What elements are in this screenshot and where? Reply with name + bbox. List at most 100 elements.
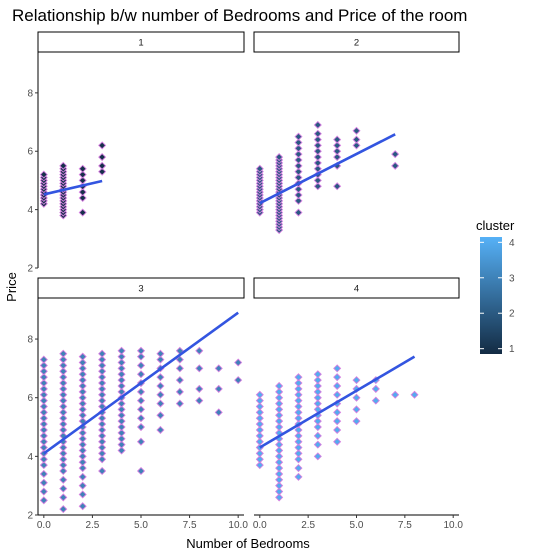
data-point — [255, 461, 264, 470]
data-point — [59, 475, 68, 484]
data-point — [234, 358, 243, 367]
data-point — [117, 434, 126, 443]
x-tick-label: 7.5 — [183, 520, 197, 531]
facets-layer: 1 2 4 6 8 2 3 2 4 6 8 0.0 2.5 5.0 7.5 10.0 4 0.0 2.5 5.0 7.5… — [27, 31, 463, 531]
data-point — [333, 153, 342, 162]
data-point — [78, 481, 87, 490]
data-point — [117, 387, 126, 396]
data-point — [136, 370, 146, 379]
data-point — [313, 153, 322, 162]
data-point — [117, 411, 126, 420]
data-point — [39, 455, 48, 464]
data-point — [78, 193, 87, 202]
data-point — [294, 437, 303, 446]
data-point — [78, 393, 87, 402]
trend-line — [259, 355, 416, 449]
data-point — [39, 384, 48, 393]
x-tick-label: 7.5 — [398, 520, 412, 531]
data-point — [255, 437, 264, 446]
data-point — [39, 437, 48, 446]
data-point — [175, 355, 184, 364]
data-point — [195, 384, 204, 393]
data-point — [333, 437, 342, 446]
data-point — [294, 161, 303, 170]
data-point — [78, 188, 87, 197]
data-point — [255, 414, 264, 423]
data-point — [39, 431, 48, 440]
data-point — [294, 132, 303, 141]
data-point — [98, 167, 107, 176]
data-point — [234, 376, 243, 385]
data-points — [255, 364, 419, 502]
data-point — [275, 399, 284, 408]
legend-tick-label: 2 — [509, 309, 515, 320]
data-point — [391, 161, 400, 170]
data-point — [156, 381, 165, 391]
data-point — [352, 126, 361, 135]
data-point — [255, 408, 264, 417]
facet-strip — [253, 277, 460, 299]
data-point — [117, 352, 126, 361]
facet-strip-label: 3 — [138, 284, 143, 295]
data-point — [255, 455, 264, 464]
data-point — [255, 449, 264, 458]
data-point — [98, 437, 107, 446]
data-point — [98, 384, 107, 393]
data-point — [333, 147, 342, 156]
trend-line — [259, 133, 396, 205]
data-point — [313, 135, 322, 144]
data-point — [352, 376, 361, 385]
data-point — [59, 379, 68, 388]
data-point — [333, 364, 342, 373]
data-point — [39, 461, 48, 470]
data-point — [156, 355, 165, 364]
data-point — [136, 422, 146, 432]
data-point — [39, 420, 48, 429]
data-point — [313, 387, 322, 396]
data-point — [352, 135, 361, 144]
data-point — [333, 390, 342, 399]
data-point — [78, 376, 87, 385]
data-point — [59, 402, 68, 411]
data-point — [98, 361, 107, 370]
data-point — [275, 405, 284, 414]
data-point — [78, 370, 87, 379]
data-point — [78, 458, 87, 467]
data-point — [352, 141, 361, 150]
data-point — [59, 384, 68, 393]
data-point — [78, 446, 87, 455]
data-point — [294, 402, 303, 411]
data-point — [78, 490, 87, 499]
data-point — [136, 387, 146, 396]
legend-tick-label: 3 — [509, 273, 515, 284]
x-tick-label: 10.0 — [443, 520, 463, 531]
data-point — [313, 376, 322, 385]
data-point — [275, 469, 284, 478]
data-point — [275, 487, 284, 496]
data-point — [275, 493, 284, 502]
data-point — [275, 481, 284, 490]
data-point — [275, 458, 284, 467]
data-point — [313, 440, 322, 449]
data-point — [39, 469, 48, 478]
data-point — [59, 466, 68, 476]
data-point — [391, 390, 400, 399]
data-point — [39, 396, 48, 405]
data-point — [59, 455, 68, 464]
data-point — [214, 408, 223, 417]
data-point — [136, 346, 146, 355]
data-point — [294, 390, 303, 399]
data-point — [39, 414, 48, 423]
data-point — [98, 443, 107, 452]
y-tick-label: 2 — [27, 511, 33, 522]
y-axis-title: Price — [4, 272, 19, 302]
facet-panel-2: 2 — [253, 31, 460, 235]
data-point — [313, 176, 322, 185]
data-point — [98, 455, 107, 464]
data-point — [117, 370, 126, 379]
data-point — [156, 425, 165, 434]
data-point — [313, 393, 322, 402]
data-point — [352, 417, 361, 426]
data-point — [136, 466, 146, 476]
legend-ticks: 1 2 3 4 — [480, 238, 515, 355]
